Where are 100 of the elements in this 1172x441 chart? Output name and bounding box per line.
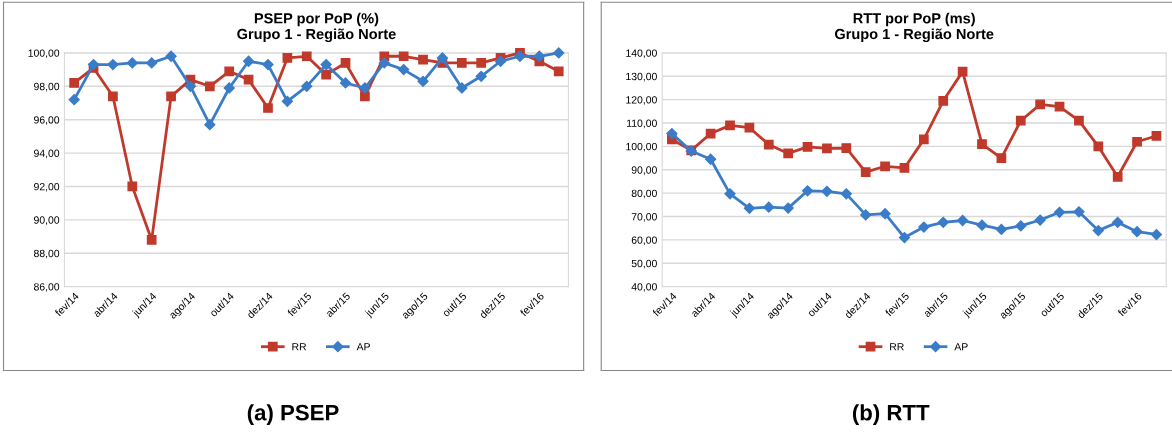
y-tick-label: 100,00 <box>626 142 657 152</box>
point <box>918 134 929 145</box>
point <box>263 103 273 113</box>
point <box>320 59 332 71</box>
point <box>476 58 487 68</box>
point <box>340 58 351 68</box>
point <box>1151 131 1162 141</box>
point <box>553 47 565 59</box>
point <box>801 185 814 197</box>
y-tick-label: 70,00 <box>631 213 657 222</box>
legend-label: AP <box>954 343 968 351</box>
point <box>533 50 545 62</box>
point <box>360 91 370 102</box>
point <box>456 82 468 94</box>
y-tick-label: 92,00 <box>34 182 60 192</box>
point <box>957 214 969 227</box>
point <box>1034 214 1046 226</box>
point <box>1093 141 1104 152</box>
y-tick-label: 110,00 <box>627 119 657 129</box>
chart-title: PSEP por PoP (%) Grupo 1 - Região Norte <box>237 12 396 43</box>
y-tick-label: 96,00 <box>34 116 60 125</box>
y-tick-label: 100,00 <box>28 49 60 59</box>
point <box>223 82 235 94</box>
point <box>937 216 949 228</box>
text: (b) RTT <box>852 404 930 425</box>
point <box>165 50 177 62</box>
point <box>321 69 331 80</box>
point <box>281 95 293 107</box>
point <box>1112 171 1123 182</box>
point <box>782 202 794 214</box>
point <box>378 57 390 69</box>
point <box>436 52 449 64</box>
point <box>976 219 988 231</box>
point <box>301 51 312 62</box>
point <box>1112 216 1124 228</box>
point <box>242 55 255 67</box>
point <box>475 70 487 82</box>
point <box>879 208 891 220</box>
y-tick-label: 98,00 <box>34 82 60 92</box>
point <box>1092 224 1104 237</box>
point <box>899 163 910 173</box>
y-tick-label: 50,00 <box>631 259 657 269</box>
point <box>1074 115 1084 126</box>
point <box>224 66 235 77</box>
point <box>398 64 410 76</box>
text: (a) PSEP <box>247 404 339 425</box>
point <box>705 153 717 165</box>
legend-label: RR <box>292 343 307 351</box>
point <box>840 188 852 200</box>
point <box>666 127 678 140</box>
y-tick-label: 90,00 <box>34 216 60 225</box>
point <box>282 53 293 63</box>
point <box>763 201 775 213</box>
point <box>514 50 526 62</box>
point <box>398 51 409 62</box>
y-tick-label: 140,00 <box>626 49 657 59</box>
legend-label: RR <box>890 343 904 351</box>
point <box>725 120 735 131</box>
point <box>68 94 80 106</box>
point <box>938 95 949 106</box>
point <box>1054 101 1065 112</box>
point <box>860 167 871 177</box>
legend-label: AP <box>356 343 370 351</box>
y-tick-label: 130,00 <box>626 72 657 82</box>
point <box>1150 228 1163 241</box>
y-tick-label: 90,00 <box>631 166 657 175</box>
point <box>87 59 100 71</box>
point <box>418 54 428 65</box>
point <box>127 181 138 192</box>
point <box>802 142 813 152</box>
point <box>880 161 890 172</box>
point <box>126 57 138 69</box>
y-tick-label: 120,00 <box>626 96 657 105</box>
point <box>1035 99 1046 110</box>
point <box>359 82 371 94</box>
point <box>898 231 911 244</box>
point <box>1015 115 1026 126</box>
point <box>821 185 833 197</box>
point <box>456 58 467 68</box>
point <box>918 221 930 233</box>
point <box>743 202 756 214</box>
point <box>977 139 987 149</box>
y-tick-label: 94,00 <box>34 149 60 159</box>
point <box>494 55 507 67</box>
point <box>107 59 119 71</box>
point <box>204 81 215 92</box>
point <box>724 188 736 200</box>
chart-title: RTT por PoP (ms) Grupo 1 - Região Norte <box>834 12 994 43</box>
point <box>1073 206 1085 218</box>
point <box>417 75 429 87</box>
point <box>841 143 852 153</box>
point <box>995 223 1007 235</box>
point <box>146 57 158 69</box>
y-tick-label: 88,00 <box>33 249 60 259</box>
point <box>996 153 1007 163</box>
point <box>301 80 313 92</box>
point <box>166 91 176 102</box>
point <box>184 80 197 92</box>
point <box>108 91 118 102</box>
point <box>783 148 794 159</box>
